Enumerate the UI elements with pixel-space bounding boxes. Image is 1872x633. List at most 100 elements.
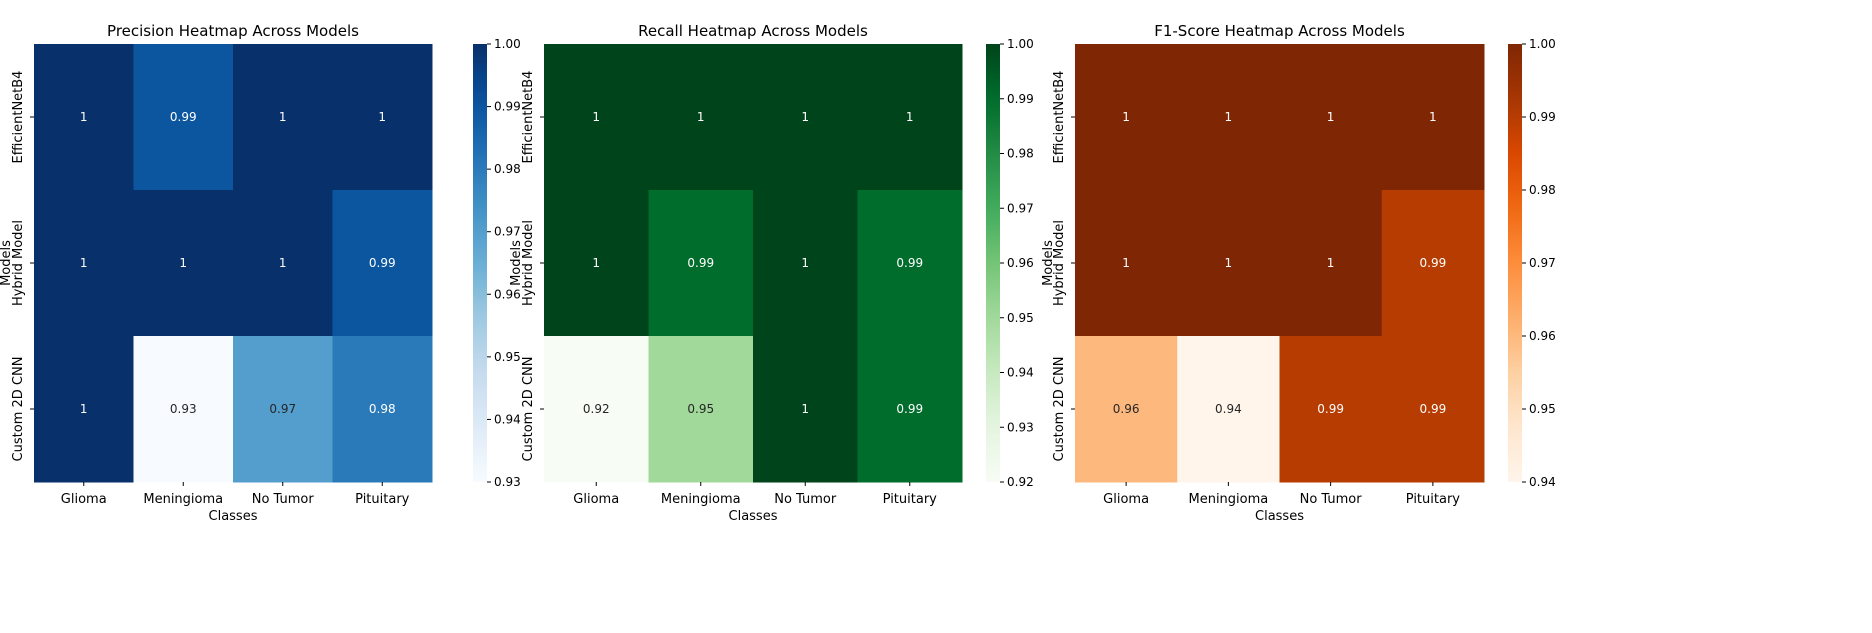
chart-2-y-tick-label: EfficientNetB4: [521, 71, 536, 164]
chart-3-colorbar-tick-label: 0.95: [1529, 402, 1556, 416]
chart-3-y-axis-label: Models: [1041, 240, 1056, 286]
chart-3-cell: [1177, 190, 1280, 337]
chart-2-cell: [544, 44, 649, 191]
chart-3-cell: [1381, 44, 1485, 191]
chart-1-y-tick-label: EfficientNetB4: [11, 71, 26, 164]
chart-1-cell-label: 1: [80, 256, 88, 270]
chart-1-cell-label: 1: [378, 110, 386, 124]
chart-3-colorbar-tick-label: 1.00: [1529, 37, 1556, 51]
chart-1-colorbar-tick-label: 1.00: [494, 37, 521, 51]
chart-1-cell: [133, 44, 234, 191]
chart-3-cell-label: 0.99: [1420, 256, 1447, 270]
chart-1-colorbar-tick-label: 0.99: [494, 100, 521, 114]
chart-1-cell-label: 1: [279, 256, 287, 270]
chart-1-colorbar-tick-label: 0.98: [494, 162, 521, 176]
chart-2-y-tick-label: Hybrid Model: [521, 220, 536, 306]
chart-3-y-tick-label: Custom 2D CNN: [1052, 357, 1067, 462]
chart-1-colorbar-tick-label: 0.93: [494, 475, 521, 489]
chart-3-x-tick-label: Glioma: [1103, 492, 1149, 507]
chart-2-title: Recall Heatmap Across Models: [638, 22, 868, 40]
chart-3-cell: [1075, 44, 1178, 191]
chart-3-cell: [1177, 336, 1280, 483]
chart-1-y-axis-label: Models: [0, 240, 14, 286]
chart-1-colorbar-tick-label: 0.94: [494, 412, 521, 426]
chart-1-cell-label: 1: [80, 402, 88, 416]
chart-2-colorbar-tick-label: 0.92: [1007, 475, 1034, 489]
chart-3-y-tick-label: EfficientNetB4: [1052, 71, 1067, 164]
chart-3-cell-label: 1: [1327, 256, 1335, 270]
chart-1-colorbar-tick-label: 0.96: [494, 287, 521, 301]
chart-2-cell: [544, 190, 649, 337]
chart-3-cell-label: 1: [1122, 256, 1130, 270]
chart-2-cell-label: 1: [592, 110, 600, 124]
chart-3-cell-label: 1: [1225, 256, 1233, 270]
chart-2-colorbar-tick-label: 0.98: [1007, 147, 1034, 161]
chart-1-cell: [332, 190, 433, 337]
chart-1-cell: [34, 44, 134, 191]
chart-2-colorbar-tick-label: 0.94: [1007, 366, 1034, 380]
chart-2-cell-label: 1: [592, 256, 600, 270]
chart-3-colorbar-tick-label: 0.98: [1529, 183, 1556, 197]
chart-3-cell-label: 0.96: [1113, 402, 1140, 416]
chart-3-colorbar-tick-label: 0.96: [1529, 329, 1556, 343]
chart-3-x-tick-label: Meningioma: [1188, 492, 1268, 507]
chart-2-cell: [857, 336, 963, 483]
chart-3-x-axis-label: Classes: [1255, 509, 1304, 524]
chart-1-y-tick-label: Hybrid Model: [11, 220, 26, 306]
chart-3-colorbar-tick-label: 0.94: [1529, 475, 1556, 489]
chart-2-cell-label: 1: [906, 110, 914, 124]
chart-1-cell: [332, 44, 433, 191]
chart-1-x-tick-label: Glioma: [61, 492, 107, 507]
chart-3-title: F1-Score Heatmap Across Models: [1154, 22, 1405, 40]
chart-2-x-tick-label: Meningioma: [661, 492, 741, 507]
chart-3-cell-label: 1: [1429, 110, 1437, 124]
chart-2-cell: [857, 190, 963, 337]
chart-1-x-tick-label: No Tumor: [252, 492, 315, 507]
chart-3-cell-label: 1: [1122, 110, 1130, 124]
chart-3-cell-label: 1: [1327, 110, 1335, 124]
chart-2-cell-label: 1: [801, 402, 809, 416]
chart-2-cell-label: 0.99: [896, 256, 923, 270]
chart-2-colorbar-tick-label: 0.96: [1007, 256, 1034, 270]
chart-2-cell: [753, 336, 858, 483]
chart-2-x-axis-label: Classes: [729, 509, 778, 524]
chart-3-y-tick-label: Hybrid Model: [1052, 220, 1067, 306]
chart-2-colorbar-tick-label: 0.95: [1007, 311, 1034, 325]
chart-2-cell: [648, 44, 754, 191]
chart-3-cell-label: 0.99: [1317, 402, 1344, 416]
chart-2-cell: [648, 336, 754, 483]
chart-2-colorbar-tick-label: 0.93: [1007, 420, 1034, 434]
chart-1-cell-label: 0.93: [170, 402, 197, 416]
chart-3-cell-label: 0.99: [1420, 402, 1447, 416]
chart-2-colorbar-tick-label: 0.97: [1007, 201, 1034, 215]
chart-3-colorbar-tick-label: 0.97: [1529, 256, 1556, 270]
chart-2-cell-label: 0.99: [896, 402, 923, 416]
chart-3-colorbar: [1508, 44, 1522, 482]
chart-2-cell-label: 1: [697, 110, 705, 124]
chart-3-cell: [1279, 190, 1383, 337]
chart-1-cell: [34, 190, 134, 337]
chart-2-cell: [857, 44, 963, 191]
chart-2-y-axis-label: Models: [509, 240, 524, 286]
chart-2-cell: [544, 336, 649, 483]
chart-1-cell-label: 0.99: [170, 110, 197, 124]
chart-3-cell: [1075, 190, 1178, 337]
chart-1-cell: [233, 336, 333, 483]
chart-1-cell: [233, 44, 333, 191]
chart-3-cell: [1381, 336, 1485, 483]
chart-3-cell-label: 1: [1225, 110, 1233, 124]
chart-3-cell: [1279, 44, 1383, 191]
chart-2-cell-label: 0.92: [583, 402, 610, 416]
chart-3-cell: [1075, 336, 1178, 483]
chart-1-cell-label: 0.98: [369, 402, 396, 416]
chart-1-colorbar-tick-label: 0.95: [494, 350, 521, 364]
chart-1-cell: [233, 190, 333, 337]
chart-2-y-tick-label: Custom 2D CNN: [521, 357, 536, 462]
chart-2-colorbar-tick-label: 1.00: [1007, 37, 1034, 51]
chart-2-cell: [753, 44, 858, 191]
chart-2-cell: [648, 190, 754, 337]
chart-2-cell-label: 0.99: [687, 256, 714, 270]
chart-2-colorbar-tick-label: 0.99: [1007, 92, 1034, 106]
chart-1-cell: [34, 336, 134, 483]
